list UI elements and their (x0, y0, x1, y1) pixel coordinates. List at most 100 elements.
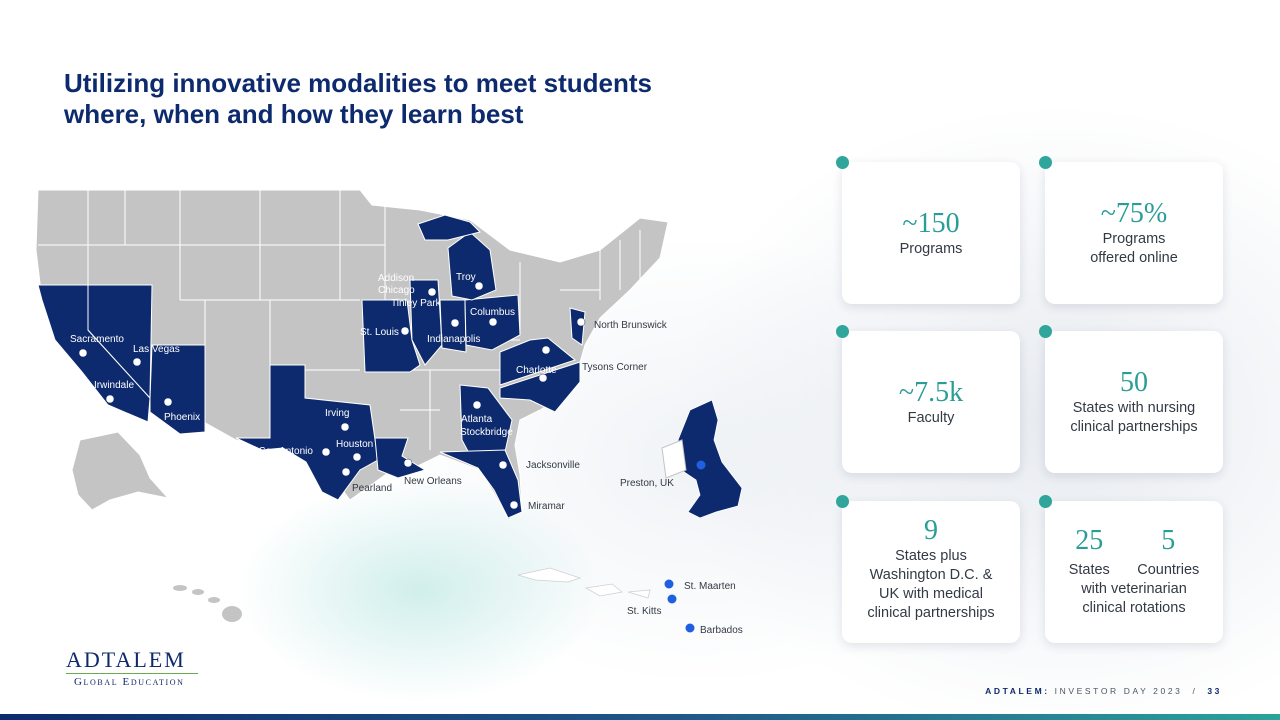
label-indianapolis: Indianapolis (427, 334, 480, 345)
state-nc (499, 361, 581, 413)
marker-houston (352, 452, 362, 462)
marker-irwindale (105, 394, 115, 404)
footer-separator: / (1192, 686, 1198, 696)
marker-troy (474, 281, 484, 291)
company-logo: ADTALEM (66, 647, 186, 672)
label-irwindale: Irwindale (94, 380, 134, 391)
stat-label: clinical rotations (1082, 600, 1186, 616)
city-labels: Sacramento Las Vegas Irwindale Phoenix S… (70, 272, 743, 636)
marker-st-louis (400, 326, 410, 336)
page-title: Utilizing innovative modalities to meet … (64, 68, 764, 130)
logo-underline (66, 673, 198, 674)
stat-value: ~75% (1100, 198, 1168, 229)
marker-jacksonville (498, 460, 508, 470)
stat-card-veterinarian: 25 States 5 Countries with veterinarian … (1039, 495, 1223, 643)
label-st-maarten: St. Maarten (684, 581, 736, 592)
stat-label: States with nursing (1072, 400, 1196, 416)
marker-pearland (341, 467, 351, 477)
card-dot (1039, 325, 1052, 338)
footer-event: INVESTOR DAY 2023 (1054, 686, 1183, 696)
label-pearland: Pearland (352, 483, 392, 494)
state-tx (235, 364, 379, 501)
label-preston: Preston, UK (620, 478, 674, 489)
marker-phoenix (163, 397, 173, 407)
label-st-kitts: St. Kitts (627, 606, 661, 617)
highlighted-states (37, 214, 586, 519)
stat-card-medical: 9 States plus Washington D.C. & UK with … (836, 495, 1020, 643)
stat-label: Faculty (907, 410, 955, 426)
alaska-shape (71, 431, 170, 511)
label-stockbridge: Stockbridge (460, 427, 513, 438)
stat-label: Programs (1102, 231, 1166, 247)
label-tinley-park: Tinley Park (391, 298, 442, 309)
marker-tysons-corner (541, 345, 551, 355)
uk-shape (677, 399, 743, 519)
stat-card-programs: ~150 Programs (836, 156, 1020, 304)
label-sacramento: Sacramento (70, 334, 124, 345)
blue-markers (664, 460, 706, 633)
label-north-brunswick: North Brunswick (594, 320, 668, 331)
state-mi-up (417, 214, 481, 241)
card-dot (836, 495, 849, 508)
marker-st-maarten (664, 579, 674, 589)
label-troy: Troy (456, 272, 476, 283)
marker-san-antonio (321, 447, 331, 457)
label-columbus: Columbus (470, 307, 515, 318)
vet-value-row: 25 States 5 Countries (1045, 525, 1223, 580)
stat-value: 9 (924, 515, 938, 546)
stat-label: UK with medical (879, 586, 983, 602)
label-st-louis: St. Louis (360, 327, 399, 338)
city-markers (78, 281, 586, 510)
stat-label: with veterinarian (1081, 581, 1187, 597)
marker-columbus (488, 317, 498, 327)
state-az (149, 344, 206, 435)
footer-brand: ADTALEM: (985, 686, 1050, 696)
stat-value: ~150 (902, 208, 960, 239)
label-atlanta: Atlanta (461, 414, 493, 425)
label-phoenix: Phoenix (164, 412, 200, 423)
vet-states-col: 25 States (1069, 525, 1110, 580)
marker-chicago (427, 287, 437, 297)
card-dot (1039, 495, 1052, 508)
label-miramar: Miramar (528, 501, 565, 512)
stat-label: clinical partnerships (1070, 419, 1198, 435)
marker-indianapolis (450, 318, 460, 328)
slide-footer: ADTALEM: INVESTOR DAY 2023 / 33 (985, 686, 1222, 696)
marker-preston (696, 460, 706, 470)
marker-atlanta (472, 400, 482, 410)
stat-label: States plus (895, 548, 967, 564)
card-dot (836, 156, 849, 169)
stat-label: Countries (1137, 562, 1200, 578)
stat-card-faculty: ~7.5k Faculty (836, 325, 1020, 473)
marker-miramar (509, 500, 519, 510)
label-las-vegas: Las Vegas (133, 344, 180, 355)
stat-label: clinical partnerships (867, 605, 995, 621)
label-houston: Houston (336, 439, 373, 450)
caribbean-islands (517, 567, 651, 599)
state-la (374, 437, 427, 479)
title-line-2: where, when and how they learn best (64, 99, 524, 129)
stat-label: offered online (1090, 250, 1178, 266)
marker-charlotte (538, 373, 548, 383)
state-nj (569, 307, 586, 346)
locations-map: Sacramento Las Vegas Irwindale Phoenix S… (35, 189, 743, 636)
stat-value: ~7.5k (898, 377, 964, 408)
stat-value: 50 (1120, 367, 1148, 398)
stat-label: States (1068, 562, 1110, 578)
ireland-shape (661, 439, 687, 479)
card-dot (836, 325, 849, 338)
stat-value: 5 (1161, 525, 1176, 556)
hawaii-shape (173, 585, 242, 622)
title-line-1: Utilizing innovative modalities to meet … (64, 68, 652, 98)
page-number: 33 (1207, 686, 1222, 696)
state-mo (361, 299, 421, 373)
marker-new-orleans (403, 458, 413, 468)
marker-sacramento (78, 348, 88, 358)
vet-countries-col: 5 Countries (1137, 525, 1199, 580)
state-il (409, 279, 443, 366)
label-irving: Irving (325, 408, 349, 419)
label-charlotte: Charlotte (516, 365, 557, 376)
card-dot (1039, 156, 1052, 169)
marker-st-kitts (667, 594, 677, 604)
label-new-orleans: New Orleans (404, 476, 462, 487)
